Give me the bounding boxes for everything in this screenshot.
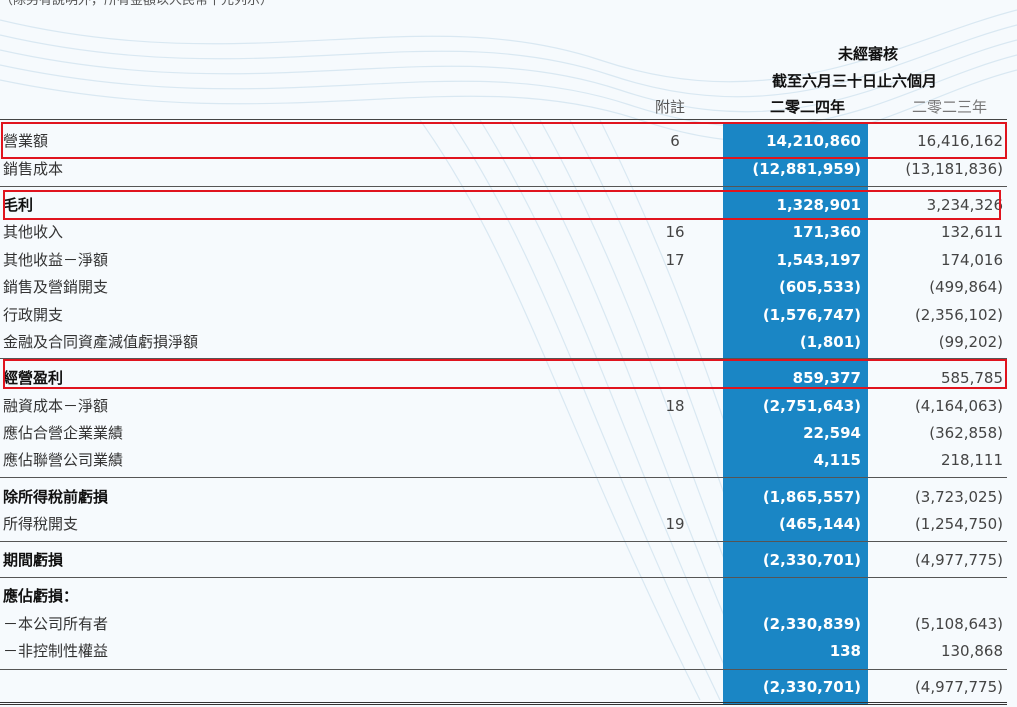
row-label: －非控制性權益	[3, 642, 109, 660]
row-value-2024: (1,801)	[799, 333, 861, 351]
table-row-income-tax: 所得稅開支 19 (465,144) (1,254,750)	[0, 511, 1007, 538]
highlight-box-operating-profit	[3, 359, 1007, 389]
rule-divider	[0, 477, 1007, 478]
row-value-2024: 171,360	[792, 223, 861, 241]
highlight-box-revenue	[1, 122, 1007, 159]
row-value-2024: (465,144)	[778, 515, 861, 533]
row-label: 行政開支	[3, 306, 64, 324]
row-label: 毛利	[3, 196, 34, 214]
table-row-selling-expenses: 銷售及營銷開支 (605,533) (499,864)	[0, 274, 1007, 301]
row-value-2023: (2,356,102)	[914, 306, 1003, 324]
row-value-2023: 132,611	[940, 223, 1003, 241]
table-row-other-gains: 其他收益－淨額 17 1,543,197 174,016	[0, 247, 1007, 274]
table-row-impairment: 金融及合同資產減值虧損淨額 (1,801) (99,202)	[0, 329, 1007, 356]
row-label: 其他收益－淨額	[3, 251, 109, 269]
table-row-finance-costs: 融資成本－淨額 18 (2,751,643) (4,164,063)	[0, 393, 1007, 420]
header-rule	[0, 119, 1007, 120]
row-value-2024: (1,865,557)	[762, 488, 861, 506]
row-note: 16	[665, 223, 685, 241]
row-label: 營業額	[3, 132, 49, 150]
row-note: 17	[665, 251, 685, 269]
row-label: 所得稅開支	[3, 515, 79, 533]
table-row-loss-attributable-heading: 應佔虧損：	[0, 583, 1007, 610]
row-value-2024: (2,330,839)	[762, 615, 861, 633]
row-value-2023: (362,858)	[929, 424, 1003, 442]
row-label: 經營盈利	[3, 369, 64, 387]
rule-divider	[0, 669, 1007, 670]
row-label: 融資成本－淨額	[3, 397, 109, 415]
row-note: 6	[670, 132, 680, 150]
header-unaudited: 未經審核	[838, 45, 899, 63]
row-value-2023: (4,164,063)	[914, 397, 1003, 415]
row-value-2024: (2,751,643)	[762, 397, 861, 415]
row-value-2023: (13,181,836)	[905, 160, 1003, 178]
row-value-2023: (499,864)	[929, 278, 1003, 296]
row-value-2023: (5,108,643)	[914, 615, 1003, 633]
row-value-2024: 14,210,860	[766, 132, 861, 150]
rule-divider	[0, 577, 1007, 578]
table-row-revenue: 營業額 6 14,210,860 16,416,162	[0, 128, 1007, 155]
row-label: 銷售成本	[3, 160, 64, 178]
row-value-2023: 174,016	[940, 251, 1003, 269]
row-value-2023: 130,868	[940, 642, 1003, 660]
row-label: 除所得稅前虧損	[3, 488, 109, 506]
table-row-operating-profit: 經營盈利 859,377 585,785	[0, 365, 1007, 392]
table-row-loss-before-tax: 除所得稅前虧損 (1,865,557) (3,723,025)	[0, 484, 1007, 511]
row-value-2023: 3,234,326	[926, 196, 1003, 214]
table-row-gross-profit: 毛利 1,328,901 3,234,326	[0, 192, 1007, 219]
header-note-column: 附註	[655, 98, 686, 116]
row-value-2024: 138	[829, 642, 861, 660]
table-row-associates: 應佔聯營公司業績 4,115 218,111	[0, 447, 1007, 474]
table-row-loss-for-period: 期間虧損 (2,330,701) (4,977,775)	[0, 547, 1007, 574]
row-value-2024: (2,330,701)	[762, 551, 861, 569]
rule-divider	[0, 541, 1007, 542]
table-row-total: (2,330,701) (4,977,775)	[0, 674, 1007, 701]
row-value-2023: (4,977,775)	[914, 551, 1003, 569]
row-value-2024: 859,377	[792, 369, 861, 387]
row-label: 應佔聯營公司業績	[3, 451, 124, 469]
row-label: 其他收入	[3, 223, 64, 241]
row-value-2023: 585,785	[940, 369, 1003, 387]
rule-double-underline	[0, 702, 1007, 705]
row-label: 金融及合同資產減值虧損淨額	[3, 333, 199, 351]
row-note: 19	[665, 515, 685, 533]
table-row-cost-of-sales: 銷售成本 (12,881,959) (13,181,836)	[0, 156, 1007, 183]
row-value-2023: (99,202)	[938, 333, 1003, 351]
row-value-2024: 22,594	[803, 424, 861, 442]
header-period: 截至六月三十日止六個月	[772, 72, 938, 90]
row-note: 18	[665, 397, 685, 415]
highlight-box-gross-profit	[3, 190, 1001, 220]
row-value-2023: (1,254,750)	[914, 515, 1003, 533]
row-label: 應佔虧損：	[3, 587, 79, 605]
rule-divider	[0, 186, 1007, 187]
rule-divider	[0, 358, 1007, 359]
row-value-2023: (3,723,025)	[914, 488, 1003, 506]
row-value-2023: 16,416,162	[917, 132, 1003, 150]
row-value-2023: (4,977,775)	[914, 678, 1003, 696]
row-label: 期間虧損	[3, 551, 64, 569]
row-label: 應佔合營企業業績	[3, 424, 124, 442]
row-value-2024: (2,330,701)	[762, 678, 861, 696]
table-row-non-controlling: －非控制性權益 138 130,868	[0, 638, 1007, 665]
row-label: 銷售及營銷開支	[3, 278, 109, 296]
header-year-2023: 二零二三年	[912, 98, 988, 116]
table-row-admin-expenses: 行政開支 (1,576,747) (2,356,102)	[0, 302, 1007, 329]
row-value-2024: 4,115	[813, 451, 861, 469]
row-value-2024: (605,533)	[778, 278, 861, 296]
row-value-2023: 218,111	[940, 451, 1003, 469]
row-value-2024: (1,576,747)	[762, 306, 861, 324]
table-row-owners: －本公司所有者 (2,330,839) (5,108,643)	[0, 611, 1007, 638]
table-row-other-income: 其他收入 16 171,360 132,611	[0, 219, 1007, 246]
unit-note: （除另有說明外，所有金額以人民幣千元列示）	[0, 0, 274, 8]
row-value-2024: 1,328,901	[776, 196, 861, 214]
header-year-2024: 二零二四年	[770, 98, 846, 116]
row-label: －本公司所有者	[3, 615, 109, 633]
row-value-2024: (12,881,959)	[752, 160, 861, 178]
row-value-2024: 1,543,197	[776, 251, 861, 269]
table-row-joint-ventures: 應佔合營企業業績 22,594 (362,858)	[0, 420, 1007, 447]
